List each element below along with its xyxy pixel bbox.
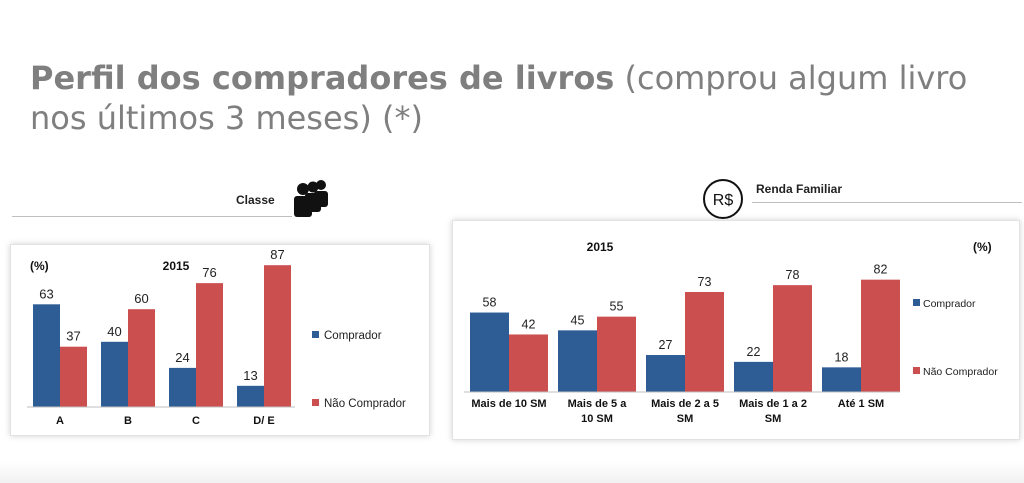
- chart2-legend-swatch-comprador: [913, 299, 920, 306]
- tick-label-mais-de-2-a-5-sm-line1: Mais de 2 a 5: [651, 398, 719, 410]
- data-label-comprador-b: 40: [107, 324, 121, 339]
- bar-comprador-mais-de-5-a-10-sm: [558, 330, 597, 392]
- bar-comprador-a: [33, 304, 60, 407]
- data-label-n-o-comprador-mais-de-10-sm: 42: [522, 317, 536, 331]
- tick-label-d-e: D/ E: [253, 415, 274, 427]
- bar-n-o-comprador-at-1-sm: [861, 279, 900, 392]
- bar-comprador-mais-de-10-sm: [470, 312, 509, 392]
- tick-label-a: A: [56, 415, 64, 427]
- chart2-legend-comprador: Comprador: [923, 298, 976, 310]
- tick-label-mais-de-2-a-5-sm-line2: SM: [677, 413, 694, 425]
- page-title: Perfil dos compradores de livros (compro…: [30, 58, 1010, 138]
- data-label-comprador-a: 63: [39, 286, 53, 301]
- chart1-legend-nao-comprador: Não Comprador: [324, 398, 406, 410]
- data-label-n-o-comprador-a: 37: [66, 329, 80, 344]
- bar-n-o-comprador-b: [128, 309, 155, 407]
- data-label-comprador-mais-de-2-a-5-sm: 27: [659, 338, 673, 352]
- renda-divider: [752, 202, 1022, 203]
- tick-label-mais-de-1-a-2-sm-line1: Mais de 1 a 2: [739, 398, 807, 410]
- bar-n-o-comprador-a: [60, 346, 87, 407]
- classe-chart: (%) 2015 Comprador Não Comprador 63 37 A 40…: [27, 247, 406, 427]
- bar-n-o-comprador-mais-de-10-sm: [509, 334, 548, 392]
- data-label-n-o-comprador-b: 60: [134, 291, 148, 306]
- page-title-bold: Perfil dos compradores de livros: [30, 59, 615, 97]
- real-currency-icon: R$: [703, 179, 743, 219]
- chart2-unit-label: (%): [973, 240, 992, 254]
- data-label-comprador-at-1-sm: 18: [835, 350, 849, 364]
- chart1-legend-swatch-nao-comprador: [312, 399, 319, 406]
- tick-label-c: C: [192, 415, 200, 427]
- bar-comprador-b: [101, 341, 128, 407]
- bar-comprador-c: [169, 367, 196, 407]
- tick-label-at-1-sm: Até 1 SM: [838, 398, 884, 410]
- bar-comprador-mais-de-2-a-5-sm: [646, 355, 685, 392]
- bar-comprador-at-1-sm: [822, 367, 861, 392]
- tick-label-mais-de-5-a-10-sm-line2: 10 SM: [581, 413, 613, 425]
- chart2-legend-nao-comprador: Não Comprador: [923, 366, 998, 378]
- chart1-legend-swatch-comprador: [312, 331, 319, 338]
- bar-n-o-comprador-mais-de-2-a-5-sm: [685, 291, 724, 392]
- data-label-n-o-comprador-mais-de-5-a-10-sm: 55: [610, 300, 624, 314]
- chart1-legend-comprador: Comprador: [324, 330, 382, 342]
- data-label-comprador-mais-de-1-a-2-sm: 22: [747, 345, 761, 359]
- bar-n-o-comprador-mais-de-1-a-2-sm: [773, 285, 812, 392]
- data-label-comprador-mais-de-10-sm: 58: [483, 296, 497, 310]
- bar-n-o-comprador-d-e: [264, 265, 291, 407]
- chart1-unit-label: (%): [30, 259, 49, 273]
- data-label-n-o-comprador-mais-de-1-a-2-sm: 78: [786, 268, 800, 282]
- chart2-year-label: 2015: [587, 240, 614, 254]
- data-label-n-o-comprador-d-e: 87: [270, 247, 284, 262]
- tick-label-mais-de-10-sm: Mais de 10 SM: [471, 398, 546, 410]
- classe-label: Classe: [236, 193, 275, 207]
- classe-chart-panel: (%) 2015 Comprador Não Comprador 63 37 A 40…: [10, 244, 430, 436]
- renda-chart: 2015 (%) Comprador Não Comprador 58 42 Mai…: [464, 240, 998, 425]
- people-group-icon: [294, 180, 328, 217]
- data-label-comprador-c: 24: [175, 350, 189, 365]
- currency-icon-text: R$: [713, 192, 734, 209]
- page-title-rest: (comprou algum livro nos últimos 3 meses…: [30, 59, 968, 137]
- data-label-comprador-d-e: 13: [243, 368, 257, 383]
- tick-label-b: B: [124, 415, 132, 427]
- renda-label: Renda Familiar: [756, 182, 843, 196]
- bar-n-o-comprador-mais-de-5-a-10-sm: [597, 316, 636, 392]
- bar-n-o-comprador-c: [196, 283, 223, 407]
- bottom-shadow: [0, 462, 1024, 483]
- classe-divider: [12, 216, 292, 217]
- chart1-year-label: 2015: [163, 259, 190, 273]
- bar-comprador-d-e: [237, 385, 264, 407]
- data-label-n-o-comprador-mais-de-2-a-5-sm: 73: [698, 275, 712, 289]
- bar-comprador-mais-de-1-a-2-sm: [734, 361, 773, 392]
- chart2-legend-swatch-nao-comprador: [913, 367, 920, 374]
- data-label-n-o-comprador-c: 76: [202, 265, 216, 280]
- data-label-comprador-mais-de-5-a-10-sm: 45: [571, 313, 585, 327]
- data-label-n-o-comprador-at-1-sm: 82: [874, 263, 888, 277]
- tick-label-mais-de-5-a-10-sm-line1: Mais de 5 a: [568, 398, 628, 410]
- tick-label-mais-de-1-a-2-sm-line2: SM: [765, 413, 782, 425]
- renda-chart-panel: 2015 (%) Comprador Não Comprador 58 42 Mai…: [452, 220, 1020, 440]
